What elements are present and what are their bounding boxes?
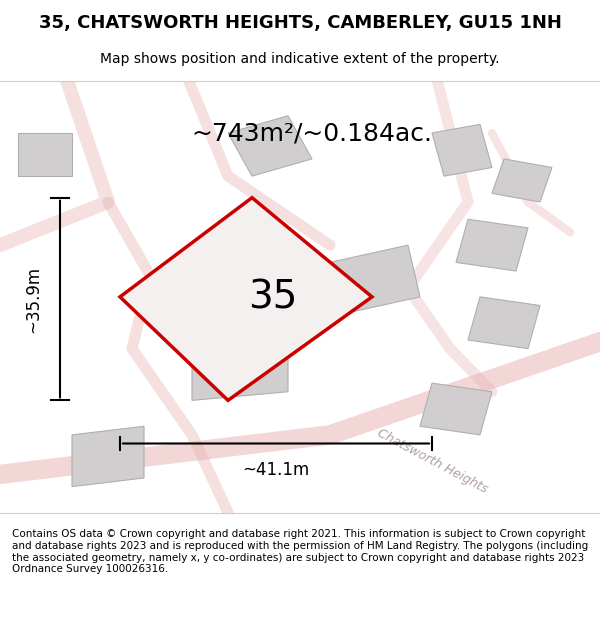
Polygon shape bbox=[228, 116, 312, 176]
Text: Chatsworth Heights: Chatsworth Heights bbox=[374, 426, 490, 496]
Polygon shape bbox=[468, 297, 540, 349]
Polygon shape bbox=[492, 159, 552, 202]
Text: ~743m²/~0.184ac.: ~743m²/~0.184ac. bbox=[191, 121, 433, 145]
Text: ~41.1m: ~41.1m bbox=[242, 461, 310, 479]
Polygon shape bbox=[330, 245, 420, 314]
Text: ~35.9m: ~35.9m bbox=[24, 266, 42, 332]
Text: 35: 35 bbox=[248, 279, 298, 317]
Polygon shape bbox=[72, 426, 144, 487]
Polygon shape bbox=[192, 331, 288, 401]
Polygon shape bbox=[456, 219, 528, 271]
Text: Contains OS data © Crown copyright and database right 2021. This information is : Contains OS data © Crown copyright and d… bbox=[12, 529, 588, 574]
Text: 35, CHATSWORTH HEIGHTS, CAMBERLEY, GU15 1NH: 35, CHATSWORTH HEIGHTS, CAMBERLEY, GU15 … bbox=[38, 14, 562, 32]
Text: Map shows position and indicative extent of the property.: Map shows position and indicative extent… bbox=[100, 51, 500, 66]
Polygon shape bbox=[420, 383, 492, 435]
Polygon shape bbox=[18, 133, 72, 176]
Polygon shape bbox=[120, 198, 372, 401]
Polygon shape bbox=[432, 124, 492, 176]
